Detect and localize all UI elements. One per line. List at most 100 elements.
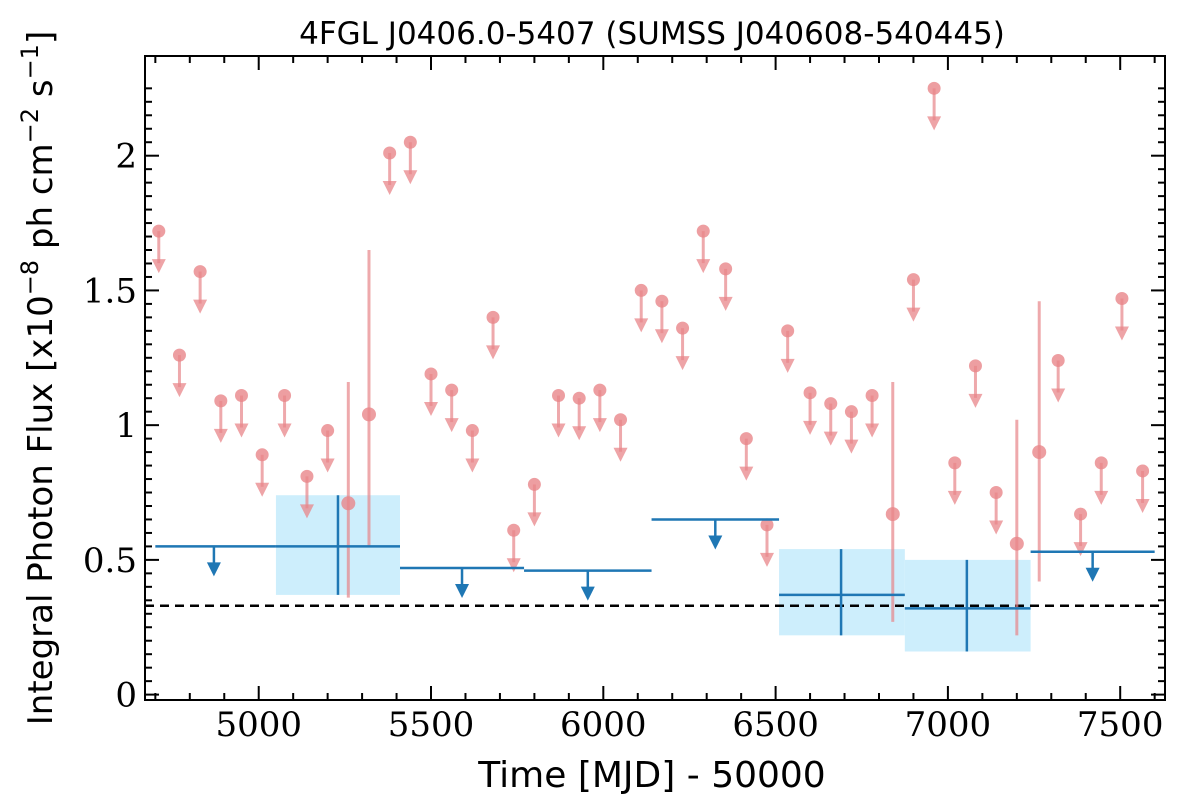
- axis-ticks: 5000 5500 6000 6500 7000 7500 0 0.5 1 1.5 2: [83, 56, 1165, 745]
- short-bin-upper-limit-arrow: [675, 356, 690, 371]
- y-axis-label: Integral Photon Flux [x10−8 ph cm−2 s−1]: [16, 31, 61, 725]
- short-bin-upper-limit-arrow: [506, 558, 521, 573]
- y-label-part: ]: [21, 31, 61, 44]
- short-bin-upper-limit-arrow: [759, 552, 774, 567]
- y-tick-label: 1.5: [83, 271, 137, 311]
- short-bin-upper-limit-point: [593, 383, 607, 397]
- y-label-exponent: −8: [16, 260, 44, 295]
- short-bin-upper-limit-point: [739, 432, 753, 446]
- short-bin-upper-limit-point: [552, 389, 566, 403]
- short-bin-upper-limit-arrow: [1073, 542, 1088, 557]
- y-tick-label: 2: [115, 137, 137, 177]
- y-label-part: ph cm: [21, 143, 61, 260]
- short-bin-upper-limit-arrow: [989, 520, 1004, 535]
- short-bin-upper-limit-arrow: [527, 512, 542, 527]
- short-bin-upper-limit-point: [1051, 353, 1065, 367]
- short-bin-point: [1009, 536, 1024, 551]
- short-bin-upper-limit-arrow: [968, 393, 983, 408]
- short-bin-upper-limit-point: [445, 383, 459, 397]
- short-bin-upper-limit-arrow: [382, 181, 397, 196]
- short-bin-upper-limit-point: [234, 389, 248, 403]
- x-axis-label: Time [MJD] - 50000: [477, 755, 825, 796]
- short-bin-upper-limit-arrow: [718, 296, 733, 311]
- short-bin-upper-limit-point: [255, 448, 269, 462]
- short-bin-upper-limit-arrow: [739, 466, 754, 481]
- short-bin-upper-limit-arrow: [780, 358, 795, 373]
- short-bin-upper-limit-point: [655, 294, 669, 308]
- short-bin-upper-limit-arrow: [151, 259, 166, 274]
- y-tick-label: 1: [115, 406, 137, 446]
- y-tick-label: 0.5: [83, 541, 137, 581]
- short-bin-upper-limit-arrow: [403, 170, 418, 185]
- short-bin-upper-limit-arrow: [696, 259, 711, 274]
- short-bin-upper-limit-point: [614, 413, 628, 427]
- x-tick-label: 7000: [905, 705, 992, 745]
- short-bin-upper-limit-arrow: [193, 299, 208, 314]
- short-bin-upper-limit-point: [300, 469, 314, 483]
- long-bin-upper-limit-arrow: [206, 562, 221, 577]
- short-bin-upper-limit-point: [572, 391, 586, 405]
- short-bin-upper-limit-point: [803, 386, 817, 400]
- short-bin-upper-limit-arrow: [592, 418, 607, 433]
- y-label-part: s: [21, 79, 61, 108]
- short-bin-upper-limit-point: [989, 486, 1003, 500]
- short-bin-upper-limit-arrow: [927, 116, 942, 131]
- short-bin-upper-limit-point: [634, 283, 648, 297]
- short-bin-upper-limit-arrow: [320, 458, 335, 473]
- short-bin-upper-limit-point: [278, 389, 292, 403]
- short-bin-upper-limit-point: [486, 310, 500, 324]
- short-bin-upper-limit-arrow: [277, 423, 292, 438]
- long-bin-upper-limit-arrow: [455, 583, 470, 598]
- short-bin-upper-limit-point: [321, 424, 335, 438]
- x-tick-label: 7500: [1077, 705, 1164, 745]
- short-bin-upper-limit-point: [1136, 464, 1150, 478]
- x-tick-label: 5000: [215, 705, 302, 745]
- short-bin-upper-limit-arrow: [906, 307, 921, 322]
- y-label-part: Integral Photon Flux [x10: [21, 295, 61, 725]
- long-bin-upper-limit-arrow: [708, 535, 723, 550]
- short-bin-point: [341, 496, 356, 511]
- short-bin-upper-limit-point: [948, 456, 962, 470]
- short-bin-upper-limit-point: [927, 81, 941, 95]
- short-bin-upper-limit-arrow: [1114, 326, 1129, 341]
- short-bin-upper-limit-point: [403, 135, 417, 149]
- short-bin-upper-limit-arrow: [444, 418, 459, 433]
- short-bin-upper-limit-point: [865, 389, 879, 403]
- short-bin-upper-limit-arrow: [572, 426, 587, 441]
- short-bin-upper-limit-arrow: [823, 431, 838, 446]
- short-bin-point: [885, 507, 900, 522]
- short-bin-upper-limit-point: [1074, 507, 1088, 521]
- short-bin-upper-limit-arrow: [1135, 498, 1150, 513]
- x-tick-label: 6000: [560, 705, 647, 745]
- short-bin-upper-limit-arrow: [865, 423, 880, 438]
- short-bin-upper-limit-point: [152, 224, 166, 238]
- short-bin-upper-limit-arrow: [255, 482, 270, 497]
- short-bin-upper-limit-point: [1115, 292, 1129, 306]
- short-bin-upper-limit-arrow: [299, 504, 314, 519]
- chart-title: 4FGL J0406.0-5407 (SUMSS J040608-540445): [299, 16, 1005, 52]
- plot-frame: [144, 55, 1166, 701]
- x-tick-label: 5500: [388, 705, 475, 745]
- short-bin-upper-limit-point: [193, 265, 207, 279]
- short-bin-upper-limit-point: [507, 523, 521, 537]
- short-bin-upper-limit-point: [968, 359, 982, 373]
- short-bin-upper-limit-arrow: [613, 447, 628, 462]
- y-tick-label: 0: [115, 676, 137, 716]
- short-bin-upper-limit-arrow: [634, 318, 649, 333]
- short-bin-upper-limit-arrow: [465, 458, 480, 473]
- short-bin-upper-limit-point: [1094, 456, 1108, 470]
- short-bin-upper-limit-arrow: [551, 423, 566, 438]
- short-bin-upper-limit-arrow: [844, 439, 859, 454]
- short-bin-upper-limit-arrow: [654, 329, 669, 344]
- short-bin-upper-limit-arrow: [172, 383, 187, 398]
- short-bin-upper-limit-point: [824, 397, 838, 411]
- long-bin-upper-limit-arrow: [1085, 567, 1100, 582]
- short-bin-upper-limit-point: [383, 146, 397, 160]
- short-bin-upper-limit-arrow: [486, 345, 501, 360]
- y-label-exponent: −1: [16, 44, 44, 79]
- short-bin-upper-limit-point: [844, 405, 858, 419]
- short-bin-upper-limit-point: [172, 348, 186, 362]
- long-bin-upper-limit-arrow: [580, 586, 595, 601]
- short-bin-upper-limit-arrow: [234, 423, 249, 438]
- short-bin-upper-limit-point: [906, 273, 920, 287]
